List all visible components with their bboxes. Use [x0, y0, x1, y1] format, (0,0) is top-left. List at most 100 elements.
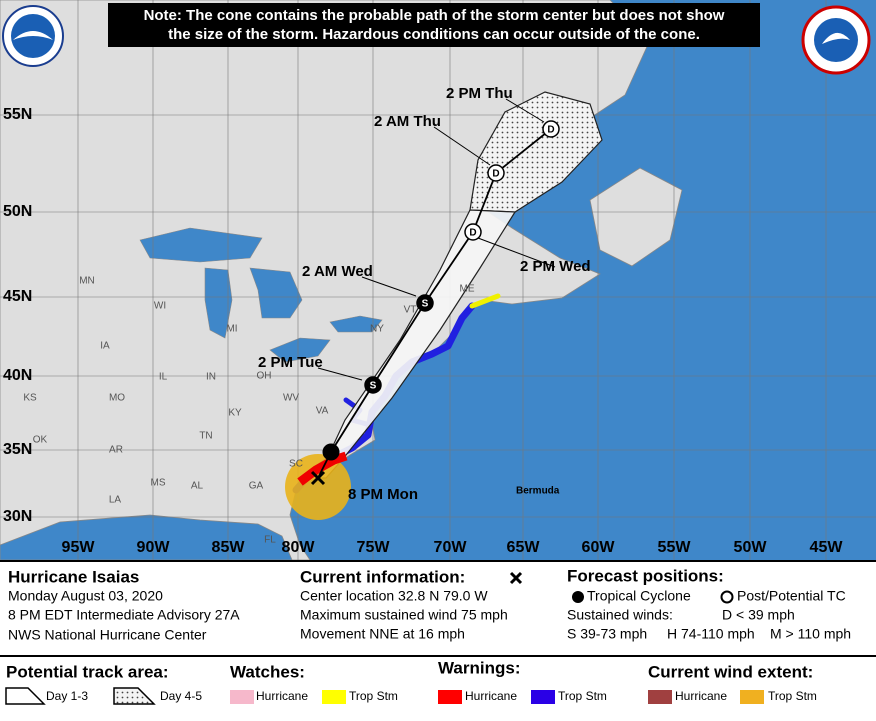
ts-warning: Trop Stm — [558, 689, 607, 703]
notice-box — [108, 3, 760, 47]
state-label: OH — [257, 371, 272, 382]
forecast-label: 2 AM Thu — [374, 113, 441, 130]
notice-line: Note: The cone contains the probable pat… — [144, 7, 725, 24]
wind-s: S 39-73 mph — [567, 626, 647, 642]
forecast-point — [364, 376, 382, 394]
longitude-label: 60W — [582, 539, 616, 556]
storm-date: Monday August 03, 2020 — [8, 588, 163, 604]
current-info-title: Current information: — [300, 567, 465, 586]
label-leader — [477, 237, 556, 268]
ts-warning-swatch — [531, 690, 555, 704]
wind-h: H 74-110 mph — [667, 626, 755, 642]
forecast-point — [322, 443, 340, 461]
movement: Movement NNE at 16 mph — [300, 626, 465, 642]
longitude-label: 45W — [810, 539, 844, 556]
state-label: VT — [404, 305, 417, 316]
tropical-cyclone: Tropical Cyclone — [587, 588, 691, 604]
label-leader — [317, 367, 363, 381]
forecast-label: 2 AM Wed — [302, 263, 373, 280]
tc-icon — [572, 591, 584, 603]
state-label: NY — [370, 324, 384, 335]
storm-center: NWS National Hurricane Center — [8, 627, 207, 643]
forecast-point — [542, 120, 560, 138]
hurricane-watch-swatch — [230, 690, 254, 704]
nws-logo — [801, 5, 871, 75]
trop-storm-watch — [469, 293, 501, 309]
forecast-symbol: D — [469, 228, 476, 239]
ptc-icon — [720, 590, 734, 604]
state-label: OK — [33, 435, 48, 446]
ts-watch-swatch — [322, 690, 346, 704]
day-4-5: Day 4-5 — [160, 689, 202, 703]
newfoundland — [589, 167, 683, 267]
longitude-label: 70W — [434, 539, 468, 556]
longitude-label: 95W — [62, 539, 96, 556]
forecast-symbol: S — [422, 299, 429, 310]
watches-title: Watches: — [230, 662, 305, 681]
current-position-label: 8 PM Mon — [348, 486, 418, 503]
state-label: MS — [151, 478, 166, 489]
forecast-title: Forecast positions: — [567, 566, 724, 585]
state-label: FL — [264, 535, 276, 546]
state-label: MI — [226, 324, 237, 335]
longitude-label: 75W — [357, 539, 391, 556]
ts-extent: Trop Stm — [768, 689, 817, 703]
place-label: Bermuda — [516, 486, 560, 497]
state-label: GA — [249, 481, 264, 492]
state-label: IL — [159, 372, 168, 383]
latitude-label: 35N — [3, 441, 32, 458]
day-1-3-icon — [5, 687, 46, 705]
forecast-symbol: D — [547, 125, 554, 136]
center-location: Center location 32.8 N 79.0 W — [300, 588, 488, 604]
ts-extent-swatch — [740, 690, 764, 704]
current-icon — [509, 571, 523, 585]
latitude-label: 50N — [3, 203, 32, 220]
forecast-point — [464, 223, 482, 241]
storm-name: Hurricane Isaias — [8, 567, 139, 586]
state-label: VA — [316, 406, 329, 417]
cone-day-4-5 — [469, 91, 603, 213]
forecast-label: 2 PM Thu — [446, 85, 513, 102]
longitude-label: 65W — [507, 539, 541, 556]
noaa-logo — [2, 5, 64, 67]
state-label: WV — [283, 393, 299, 404]
state-label: KY — [228, 408, 242, 419]
max-wind: Maximum sustained wind 75 mph — [300, 607, 508, 623]
day-1-3: Day 1-3 — [46, 689, 88, 703]
state-label: LA — [109, 495, 122, 506]
warnings-title: Warnings: — [438, 658, 520, 677]
state-label: MN — [79, 276, 95, 287]
latitude-label: 30N — [3, 508, 32, 525]
state-label: KS — [23, 393, 37, 404]
day-4-5-icon — [113, 687, 156, 705]
state-label: AL — [191, 481, 204, 492]
longitude-label: 85W — [212, 539, 246, 556]
current-position-marker — [310, 470, 326, 486]
hurricane-extent: Hurricane — [675, 689, 727, 703]
forecast-point — [416, 294, 434, 312]
gulf — [0, 514, 293, 560]
forecast-point — [487, 164, 505, 182]
state-label: MO — [109, 393, 125, 404]
hurricane-warning-swatch — [438, 690, 462, 704]
map: S S D D D 55N 50N 45N 40N 35N 30N 95W 90W 85W 80W 75W 7… — [0, 0, 876, 560]
state-label: ME — [460, 284, 475, 295]
forecast-points: S S D D D — [317, 98, 560, 461]
longitude-label: 50W — [734, 539, 768, 556]
hurricane-warning: Hurricane — [465, 689, 517, 703]
post-potential-tc: Post/Potential TC — [737, 588, 846, 604]
track-area-title: Potential track area: — [6, 662, 169, 681]
latitude-label: 40N — [3, 367, 32, 384]
sustained-winds: Sustained winds: — [567, 607, 673, 623]
ts-watch: Trop Stm — [349, 689, 398, 703]
state-label: IN — [206, 372, 216, 383]
wind-extent-title: Current wind extent: — [648, 662, 813, 681]
trop-storm-wind-extent — [285, 454, 351, 520]
hurricane-extent-swatch — [648, 690, 672, 704]
hurricane-watch: Hurricane — [256, 689, 308, 703]
map-labels: 55N 50N 45N 40N 35N 30N 95W 90W 85W 80W 75W 70W 65W 6… — [3, 85, 843, 556]
wind-d: D < 39 mph — [722, 607, 795, 623]
latitude-label: 55N — [3, 106, 32, 123]
great-lakes — [139, 227, 383, 363]
